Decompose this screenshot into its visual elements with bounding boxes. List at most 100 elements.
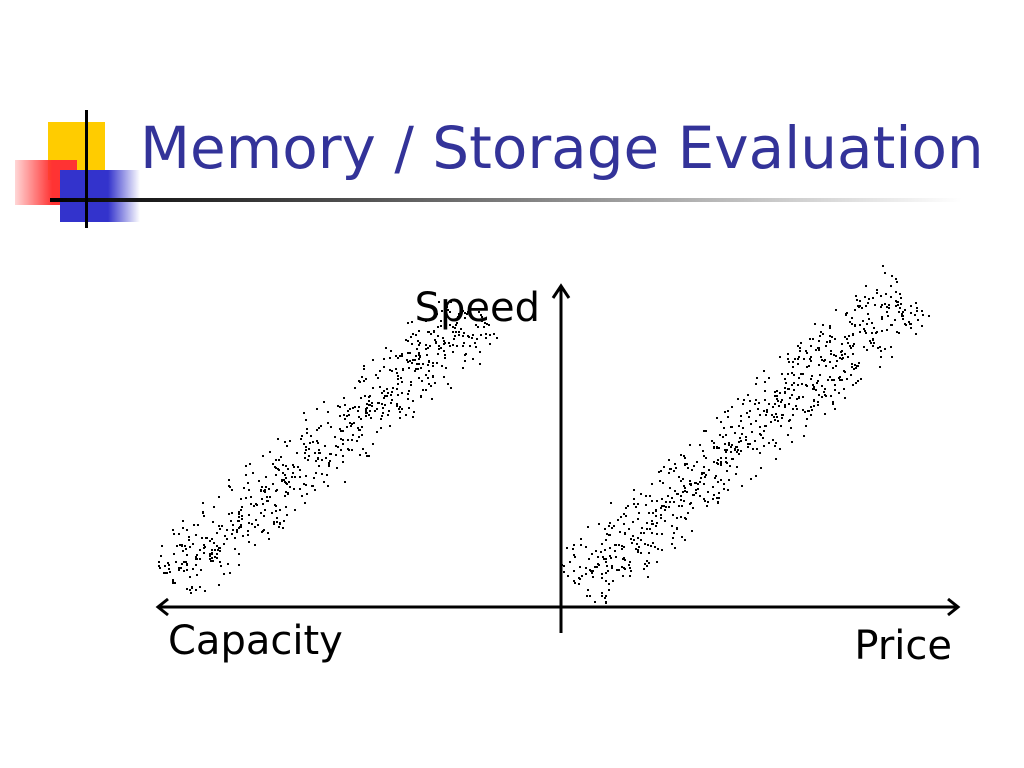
dot <box>400 377 402 379</box>
dot <box>898 311 900 313</box>
dot <box>703 466 705 468</box>
dot <box>585 546 587 548</box>
dot <box>318 465 320 467</box>
dot <box>751 431 753 433</box>
dot <box>860 378 862 380</box>
dot <box>900 303 902 305</box>
dot <box>489 334 491 336</box>
dot <box>637 503 639 505</box>
dot <box>844 371 846 373</box>
capacity-label: Capacity <box>168 618 343 664</box>
dot <box>762 437 764 439</box>
dot <box>808 410 810 412</box>
dot <box>231 533 233 535</box>
dot <box>813 386 815 388</box>
dot <box>637 549 639 551</box>
dot <box>330 453 332 455</box>
dot <box>344 481 346 483</box>
dot <box>166 572 168 574</box>
dot <box>793 374 795 376</box>
dot <box>692 507 694 509</box>
dot <box>663 505 665 507</box>
dot <box>275 474 277 476</box>
dot <box>791 441 793 443</box>
dot <box>287 492 289 494</box>
dot <box>839 376 841 378</box>
dot <box>301 435 303 437</box>
dot <box>646 560 648 562</box>
dot <box>218 547 220 549</box>
dot <box>681 505 683 507</box>
dot <box>419 356 421 358</box>
dot <box>390 350 392 352</box>
dot <box>372 387 374 389</box>
dot <box>724 411 726 413</box>
dot <box>718 447 720 449</box>
dot <box>353 422 355 424</box>
dot <box>293 466 295 468</box>
dot <box>728 479 730 481</box>
dot <box>891 324 893 326</box>
dot <box>488 324 490 326</box>
dot <box>834 384 836 386</box>
dot <box>741 433 743 435</box>
dot <box>318 427 320 429</box>
dot <box>271 512 273 514</box>
dot <box>823 391 825 393</box>
dot <box>803 358 805 360</box>
dot <box>787 434 789 436</box>
dot <box>630 570 632 572</box>
dot <box>833 354 835 356</box>
dot <box>742 427 744 429</box>
dot <box>647 576 649 578</box>
arrow-up <box>551 283 571 299</box>
arrow-right <box>947 597 961 617</box>
dot <box>428 383 430 385</box>
dot <box>203 552 205 554</box>
dot <box>640 532 642 534</box>
dot <box>615 556 617 558</box>
dot <box>874 304 876 306</box>
dot <box>368 400 370 402</box>
dot <box>229 572 231 574</box>
dot <box>851 317 853 319</box>
dot <box>581 575 583 577</box>
dot <box>287 468 289 470</box>
dot <box>664 509 666 511</box>
dot <box>369 404 371 406</box>
dot <box>320 425 322 427</box>
dot <box>340 449 342 451</box>
dot <box>248 522 250 524</box>
dot <box>629 567 631 569</box>
dot <box>304 502 306 504</box>
dot <box>616 569 618 571</box>
dot <box>745 436 747 438</box>
dot <box>888 304 890 306</box>
dot <box>471 337 473 339</box>
dot <box>463 342 465 344</box>
dot <box>313 477 315 479</box>
dot <box>195 534 197 536</box>
dot <box>176 545 178 547</box>
dot <box>337 405 339 407</box>
dot <box>314 452 316 454</box>
dot <box>186 563 188 565</box>
dot <box>218 584 220 586</box>
dot <box>256 504 258 506</box>
dot <box>839 357 841 359</box>
dot <box>479 351 481 353</box>
dot <box>238 513 240 515</box>
dot <box>795 405 797 407</box>
dot <box>824 359 826 361</box>
dot <box>813 405 815 407</box>
dot <box>859 324 861 326</box>
dot <box>829 340 831 342</box>
dot <box>866 323 868 325</box>
dot <box>407 361 409 363</box>
dot <box>732 458 734 460</box>
dot <box>216 557 218 559</box>
dot <box>832 401 834 403</box>
dot <box>409 360 411 362</box>
dot <box>896 281 898 283</box>
dot <box>814 323 816 325</box>
